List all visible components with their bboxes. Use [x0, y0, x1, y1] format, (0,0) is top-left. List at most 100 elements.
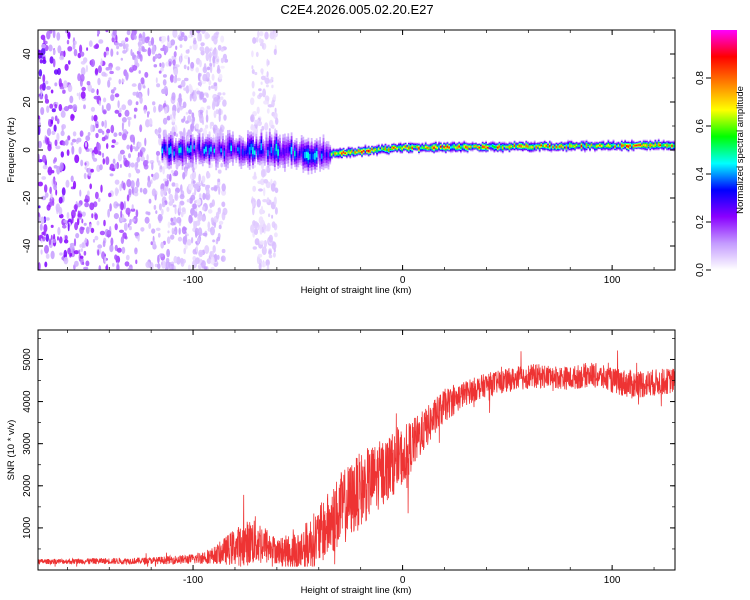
spectrogram-noise-cell [218, 220, 224, 225]
spectrogram-noise-cell [201, 30, 206, 35]
spectrogram-band-cell [450, 146, 452, 149]
spectrogram-noise-cell [172, 199, 175, 203]
spectrogram-noise-cell [47, 143, 52, 152]
spectrogram-noise-cell [209, 64, 213, 74]
spectrogram-noise-cell [170, 39, 176, 46]
spectrogram-noise-cell [181, 207, 186, 213]
spectrogram-noise-cell [116, 51, 119, 56]
spectrogram-band-cell [548, 144, 551, 148]
spectrogram-noise-cell [79, 226, 84, 235]
spectrogram-noise-cell [73, 238, 77, 247]
spectrogram-noise-cell [102, 158, 106, 165]
spectrogram-noise-cell [211, 199, 215, 207]
spectrogram-noise-cell [97, 249, 100, 256]
spectrogram-band-cell [513, 144, 516, 147]
spectrogram-band-cell [522, 145, 524, 148]
spectrogram-noise-cell [45, 233, 49, 242]
spectrogram-band-cell [366, 150, 368, 152]
spectrogram-noise-cell [221, 248, 226, 254]
spectrogram-noise-cell [40, 216, 45, 225]
spectrogram-noise-cell [128, 225, 132, 231]
spectrogram-band-cell [396, 147, 399, 150]
spectrogram-noise-cell [257, 30, 260, 38]
spectrogram-noise-cell [114, 42, 120, 46]
spectrogram-noise-cell [89, 223, 92, 230]
spectrogram-noise-cell [274, 187, 279, 194]
spectrogram-noise-cell [210, 226, 215, 236]
spectrogram-noise-cell [266, 167, 271, 174]
spectrogram-noise-cell [38, 205, 41, 209]
spectrogram-band-cell [263, 150, 266, 156]
spectrogram-band-cell [414, 145, 417, 148]
spectrogram-band-cell [344, 152, 347, 154]
spectrogram-band-cell [275, 144, 278, 151]
spectrogram-noise-cell [205, 109, 208, 116]
spectrogram-noise-cell [42, 164, 48, 170]
spectrogram-band-cell [282, 147, 285, 155]
spectrogram-noise-cell [258, 88, 262, 92]
spectrogram-noise-cell [179, 55, 182, 65]
spectrogram-noise-cell [206, 184, 211, 189]
spectrogram-band-cell [213, 148, 216, 153]
spectrogram-noise-cell [105, 50, 109, 56]
spectrogram-band-cell [304, 152, 306, 159]
spectrogram-noise-cell [98, 39, 104, 44]
spectrogram-noise-cell [261, 261, 267, 268]
spectrogram-band-cell [604, 145, 606, 148]
spectrogram-noise-cell [221, 189, 227, 196]
spectrogram-band-cell [557, 146, 559, 149]
spectrogram-band-cell [228, 143, 231, 150]
spectrogram-band-cell [647, 144, 650, 147]
spectrogram-noise-cell [199, 79, 202, 87]
spectrogram-noise-cell [104, 119, 107, 129]
spectrogram-noise-cell [199, 114, 204, 124]
spectrogram-band-cell [453, 145, 456, 148]
spectrogram-noise-cell [262, 199, 268, 203]
spectrogram-noise-cell [63, 80, 68, 89]
spectrogram-band-cell [334, 152, 337, 155]
spectrogram-noise-cell [134, 57, 138, 66]
spectrogram-band-cell [346, 152, 348, 155]
spectrogram-noise-cell [85, 135, 91, 142]
spectrogram-band-cell [500, 146, 502, 149]
spectrogram-band-cell [361, 151, 363, 154]
snr-y-tick-label: 5000 [22, 348, 33, 371]
spectrogram-band-cell [337, 152, 340, 155]
spectrogram-noise-cell [268, 234, 273, 243]
spectrogram-noise-cell [64, 235, 68, 241]
spectrogram-noise-cell [121, 117, 127, 123]
colorbar-tick-label: 0.2 [695, 215, 706, 229]
spectrogram-noise-cell [59, 252, 63, 256]
spectrogram-noise-cell [102, 109, 107, 115]
spectrogram-noise-cell [173, 51, 177, 58]
spectrogram-noise-cell [76, 137, 82, 143]
spectrogram-band-cell [352, 151, 355, 154]
spectrogram-noise-cell [77, 73, 81, 82]
spectrogram-noise-cell [100, 58, 103, 67]
spectrogram-noise-cell [59, 162, 64, 171]
spectrogram-noise-cell [111, 36, 115, 43]
spectrogram-noise-cell [86, 47, 89, 51]
spectrogram-band-cell [161, 148, 164, 154]
spectrogram-noise-cell [83, 172, 87, 180]
spectrogram-noise-cell [140, 227, 145, 232]
spectrogram-noise-cell [49, 56, 54, 64]
spectrogram-noise-cell [80, 159, 84, 167]
spectrogram-band-cell [463, 145, 466, 148]
spectrogram-noise-cell [153, 105, 157, 113]
spectrogram-band-cell [644, 144, 647, 147]
spectrogram-noise-cell [144, 216, 150, 224]
spectrogram-noise-cell [210, 85, 216, 89]
spectrogram-noise-cell [131, 204, 134, 210]
spectrogram-noise-cell [260, 168, 266, 178]
spectrogram-band-cell [421, 146, 424, 149]
spectrogram-noise-cell [122, 182, 126, 191]
spectrogram-noise-cell [53, 124, 57, 132]
spectrogram-noise-cell [161, 62, 165, 69]
spectrogram-noise-cell [212, 49, 217, 55]
spectrogram-noise-cell [174, 206, 177, 215]
spectrogram-noise-cell [218, 73, 223, 80]
spectrogram-noise-cell [101, 152, 105, 158]
spectrogram-noise-cell [163, 178, 168, 182]
spectrogram-band-cell [312, 154, 315, 160]
